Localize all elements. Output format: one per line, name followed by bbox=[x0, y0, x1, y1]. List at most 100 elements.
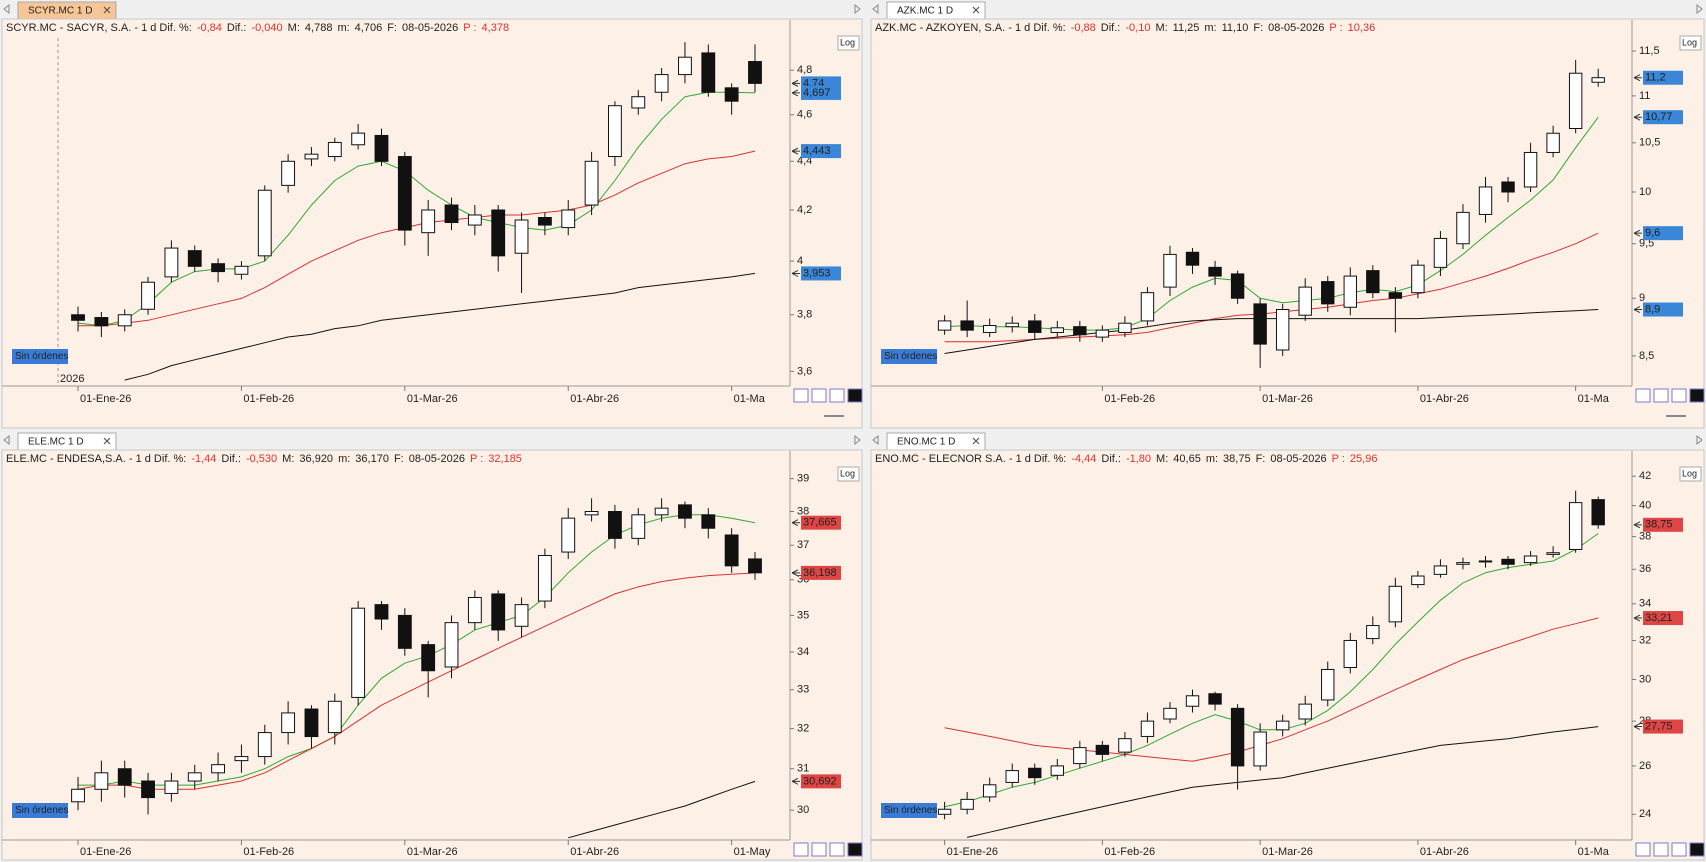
price-tag-arrow bbox=[791, 79, 800, 87]
y-tick-label: 30 bbox=[1639, 673, 1651, 685]
price-tag bbox=[1643, 110, 1683, 125]
header-item: 32,185 bbox=[488, 453, 522, 465]
candle-body bbox=[327, 700, 342, 734]
status-label: Sin órdenes bbox=[15, 351, 68, 362]
scale-box[interactable] bbox=[837, 466, 860, 482]
toolbar-button[interactable] bbox=[829, 842, 845, 857]
y-tick-label: 4,6 bbox=[797, 109, 812, 121]
toolbar-button[interactable] bbox=[1671, 388, 1687, 403]
tab-scroll-right[interactable] bbox=[854, 3, 861, 15]
toolbar-button[interactable] bbox=[1689, 842, 1705, 857]
header-item: 08-05-2026 bbox=[409, 453, 465, 465]
y-tick-label: 31 bbox=[797, 763, 809, 775]
x-tick-label: 01-Ma bbox=[1578, 393, 1610, 405]
candle-body bbox=[444, 204, 459, 224]
tab-scroll-left[interactable] bbox=[872, 3, 879, 15]
tab[interactable]: ELE.MC 1 D bbox=[17, 432, 117, 451]
tab-scroll-left[interactable] bbox=[3, 434, 10, 446]
candle-body bbox=[117, 768, 132, 786]
candle-body bbox=[1478, 560, 1493, 563]
candle-body bbox=[960, 798, 974, 810]
header-item: 40,65 bbox=[1173, 453, 1201, 465]
candle-body bbox=[234, 265, 249, 275]
toolbar-button[interactable] bbox=[847, 842, 863, 857]
toolbar-button[interactable] bbox=[1635, 388, 1651, 403]
status-box bbox=[881, 803, 937, 818]
tab-close[interactable] bbox=[972, 6, 980, 14]
x-tick-label: 01-Ma bbox=[734, 393, 766, 405]
x-tick-label: 01-Feb-26 bbox=[243, 393, 294, 405]
tab-scroll-right[interactable] bbox=[854, 434, 861, 446]
candle-body bbox=[631, 96, 646, 109]
header-item: 11,25 bbox=[1173, 22, 1200, 34]
candle-body bbox=[1163, 253, 1177, 288]
candle-body bbox=[1028, 767, 1042, 779]
candle-body bbox=[1343, 275, 1357, 308]
toolbar-button[interactable] bbox=[1653, 388, 1669, 403]
tab-scroll-right[interactable] bbox=[1696, 434, 1703, 446]
candle-body bbox=[982, 784, 997, 798]
y-tick-label: 3,8 bbox=[797, 309, 812, 321]
chart-background bbox=[870, 18, 1705, 429]
tab-strip bbox=[0, 431, 864, 450]
tab-close[interactable] bbox=[103, 6, 111, 14]
price-tag bbox=[1643, 302, 1683, 317]
candle-body bbox=[561, 209, 576, 229]
y-tick-label: 4,2 bbox=[797, 204, 812, 216]
y-tick-label: 32 bbox=[1639, 634, 1651, 646]
tab[interactable]: AZK.MC 1 D bbox=[886, 1, 986, 20]
candle-body bbox=[351, 607, 366, 698]
header-item: P : bbox=[463, 22, 476, 34]
status-label: Sin órdenes bbox=[884, 351, 937, 362]
scale-box[interactable] bbox=[837, 35, 860, 51]
y-tick-label: 10 bbox=[1639, 186, 1651, 198]
candle-body bbox=[1478, 186, 1493, 215]
scale-label: Log bbox=[840, 37, 855, 47]
toolbar-button[interactable] bbox=[1671, 842, 1687, 857]
toolbar-button[interactable] bbox=[793, 842, 809, 857]
tab-scroll-left[interactable] bbox=[872, 434, 879, 446]
scale-box[interactable] bbox=[1679, 35, 1702, 51]
tab[interactable]: ENO.MC 1 D bbox=[886, 432, 986, 451]
candle-body bbox=[584, 160, 599, 206]
toolbar-button[interactable] bbox=[793, 388, 809, 403]
scale-label: Log bbox=[1682, 468, 1697, 478]
x-tick-label: 01-Ma bbox=[1578, 846, 1610, 858]
tab-label: AZK.MC 1 D bbox=[897, 6, 953, 17]
candle-body bbox=[514, 219, 529, 254]
header-item: m: bbox=[1204, 22, 1216, 34]
toolbar-button[interactable] bbox=[1653, 842, 1669, 857]
tab-scroll-left[interactable] bbox=[3, 3, 10, 15]
tab[interactable]: SCYR.MC 1 D bbox=[17, 1, 117, 20]
header-item: 08-05-2026 bbox=[402, 22, 458, 34]
toolbar-button[interactable] bbox=[1635, 842, 1651, 857]
toolbar-button[interactable] bbox=[847, 388, 863, 403]
tab-close[interactable] bbox=[103, 437, 111, 445]
y-tick-label: 24 bbox=[1639, 808, 1651, 820]
scale-box[interactable] bbox=[1679, 466, 1702, 482]
scale-label: Log bbox=[840, 468, 855, 478]
toolbar-button[interactable] bbox=[811, 842, 827, 857]
candle-body bbox=[701, 52, 716, 93]
header-item: SCYR.MC - SACYR, S.A. - 1 d Dif. %: bbox=[6, 22, 192, 34]
toolbar-button[interactable] bbox=[1689, 388, 1705, 403]
header-item: 10,36 bbox=[1348, 22, 1376, 34]
header-item: -1,44 bbox=[191, 453, 216, 465]
price-tag-label: 36,198 bbox=[803, 567, 837, 579]
tab-close[interactable] bbox=[972, 437, 980, 445]
y-tick-label: 26 bbox=[1639, 760, 1651, 772]
candle-body bbox=[257, 732, 272, 758]
candle-body bbox=[1275, 309, 1290, 351]
moving-average-line bbox=[944, 533, 1599, 808]
header-item: -0,10 bbox=[1125, 22, 1150, 34]
toolbar-button[interactable] bbox=[811, 388, 827, 403]
toolbar-button[interactable] bbox=[829, 388, 845, 403]
candle-body bbox=[304, 708, 319, 738]
candle-body bbox=[94, 317, 109, 327]
tab-scroll-right[interactable] bbox=[1696, 3, 1703, 15]
x-tick-label: 01-Mar-26 bbox=[1262, 846, 1313, 858]
candle-body bbox=[1005, 322, 1019, 328]
candle-body bbox=[1073, 747, 1087, 765]
price-tag-label: 4,443 bbox=[803, 145, 831, 157]
candle-body bbox=[421, 644, 436, 672]
